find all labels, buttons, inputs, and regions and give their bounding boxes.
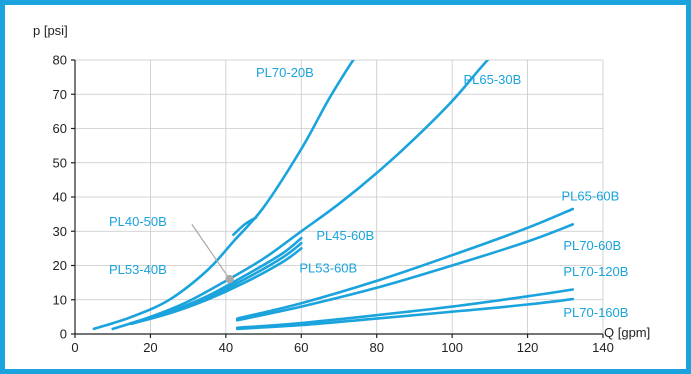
y-tick-label: 0 — [60, 327, 67, 342]
x-tick-label: 0 — [71, 340, 78, 355]
x-tick-label: 60 — [294, 340, 308, 355]
series-labels: PL70-20B PL65-30B PL40-50B PL53-40B PL45-60B… — [109, 65, 629, 320]
x-tick-label: 140 — [592, 340, 614, 355]
x-tick-label: 120 — [517, 340, 539, 355]
y-tick-label: 20 — [53, 258, 67, 273]
y-tick-label: 40 — [53, 190, 67, 205]
y-tick-label: 80 — [53, 53, 67, 68]
y-tick-label: 60 — [53, 121, 67, 136]
pressure-flow-chart: 0 20 40 60 80 100 120 140 0 10 20 30 40 50 60 70 80 PL70… — [5, 5, 686, 369]
x-tick-label: 80 — [369, 340, 383, 355]
series-label-pl53-40b: PL53-40B — [109, 262, 167, 277]
x-tick-label: 40 — [219, 340, 233, 355]
pointer-dot — [225, 275, 233, 283]
y-tick-label: 30 — [53, 224, 67, 239]
y-tick-label: 50 — [53, 155, 67, 170]
x-tick-label: 100 — [441, 340, 463, 355]
series-label-pl53-60b: PL53-60B — [299, 260, 357, 275]
series-label-pl40-50b: PL40-50B — [109, 214, 167, 229]
x-axis-label: Q [gpm] — [604, 325, 650, 340]
series-label-pl70-20b: PL70-20B — [256, 65, 314, 80]
series-label-pl70-120b: PL70-120B — [563, 264, 628, 279]
series-label-pl65-30b: PL65-30B — [463, 72, 521, 87]
series-label-pl65-60b: PL65-60B — [562, 188, 620, 203]
series-label-pl45-60b: PL45-60B — [316, 228, 374, 243]
curve-pl65-60b — [237, 209, 573, 319]
series-label-pl70-60b: PL70-60B — [563, 238, 621, 253]
series-label-pl70-160b: PL70-160B — [563, 305, 628, 320]
y-tick-label: 10 — [53, 292, 67, 307]
x-tick-label: 20 — [143, 340, 157, 355]
label-pointer — [192, 224, 234, 283]
y-axis-label: p [psi] — [33, 23, 68, 38]
y-tick-label: 70 — [53, 87, 67, 102]
axes: 0 20 40 60 80 100 120 140 0 10 20 30 40 50 60 70 80 — [53, 53, 614, 356]
